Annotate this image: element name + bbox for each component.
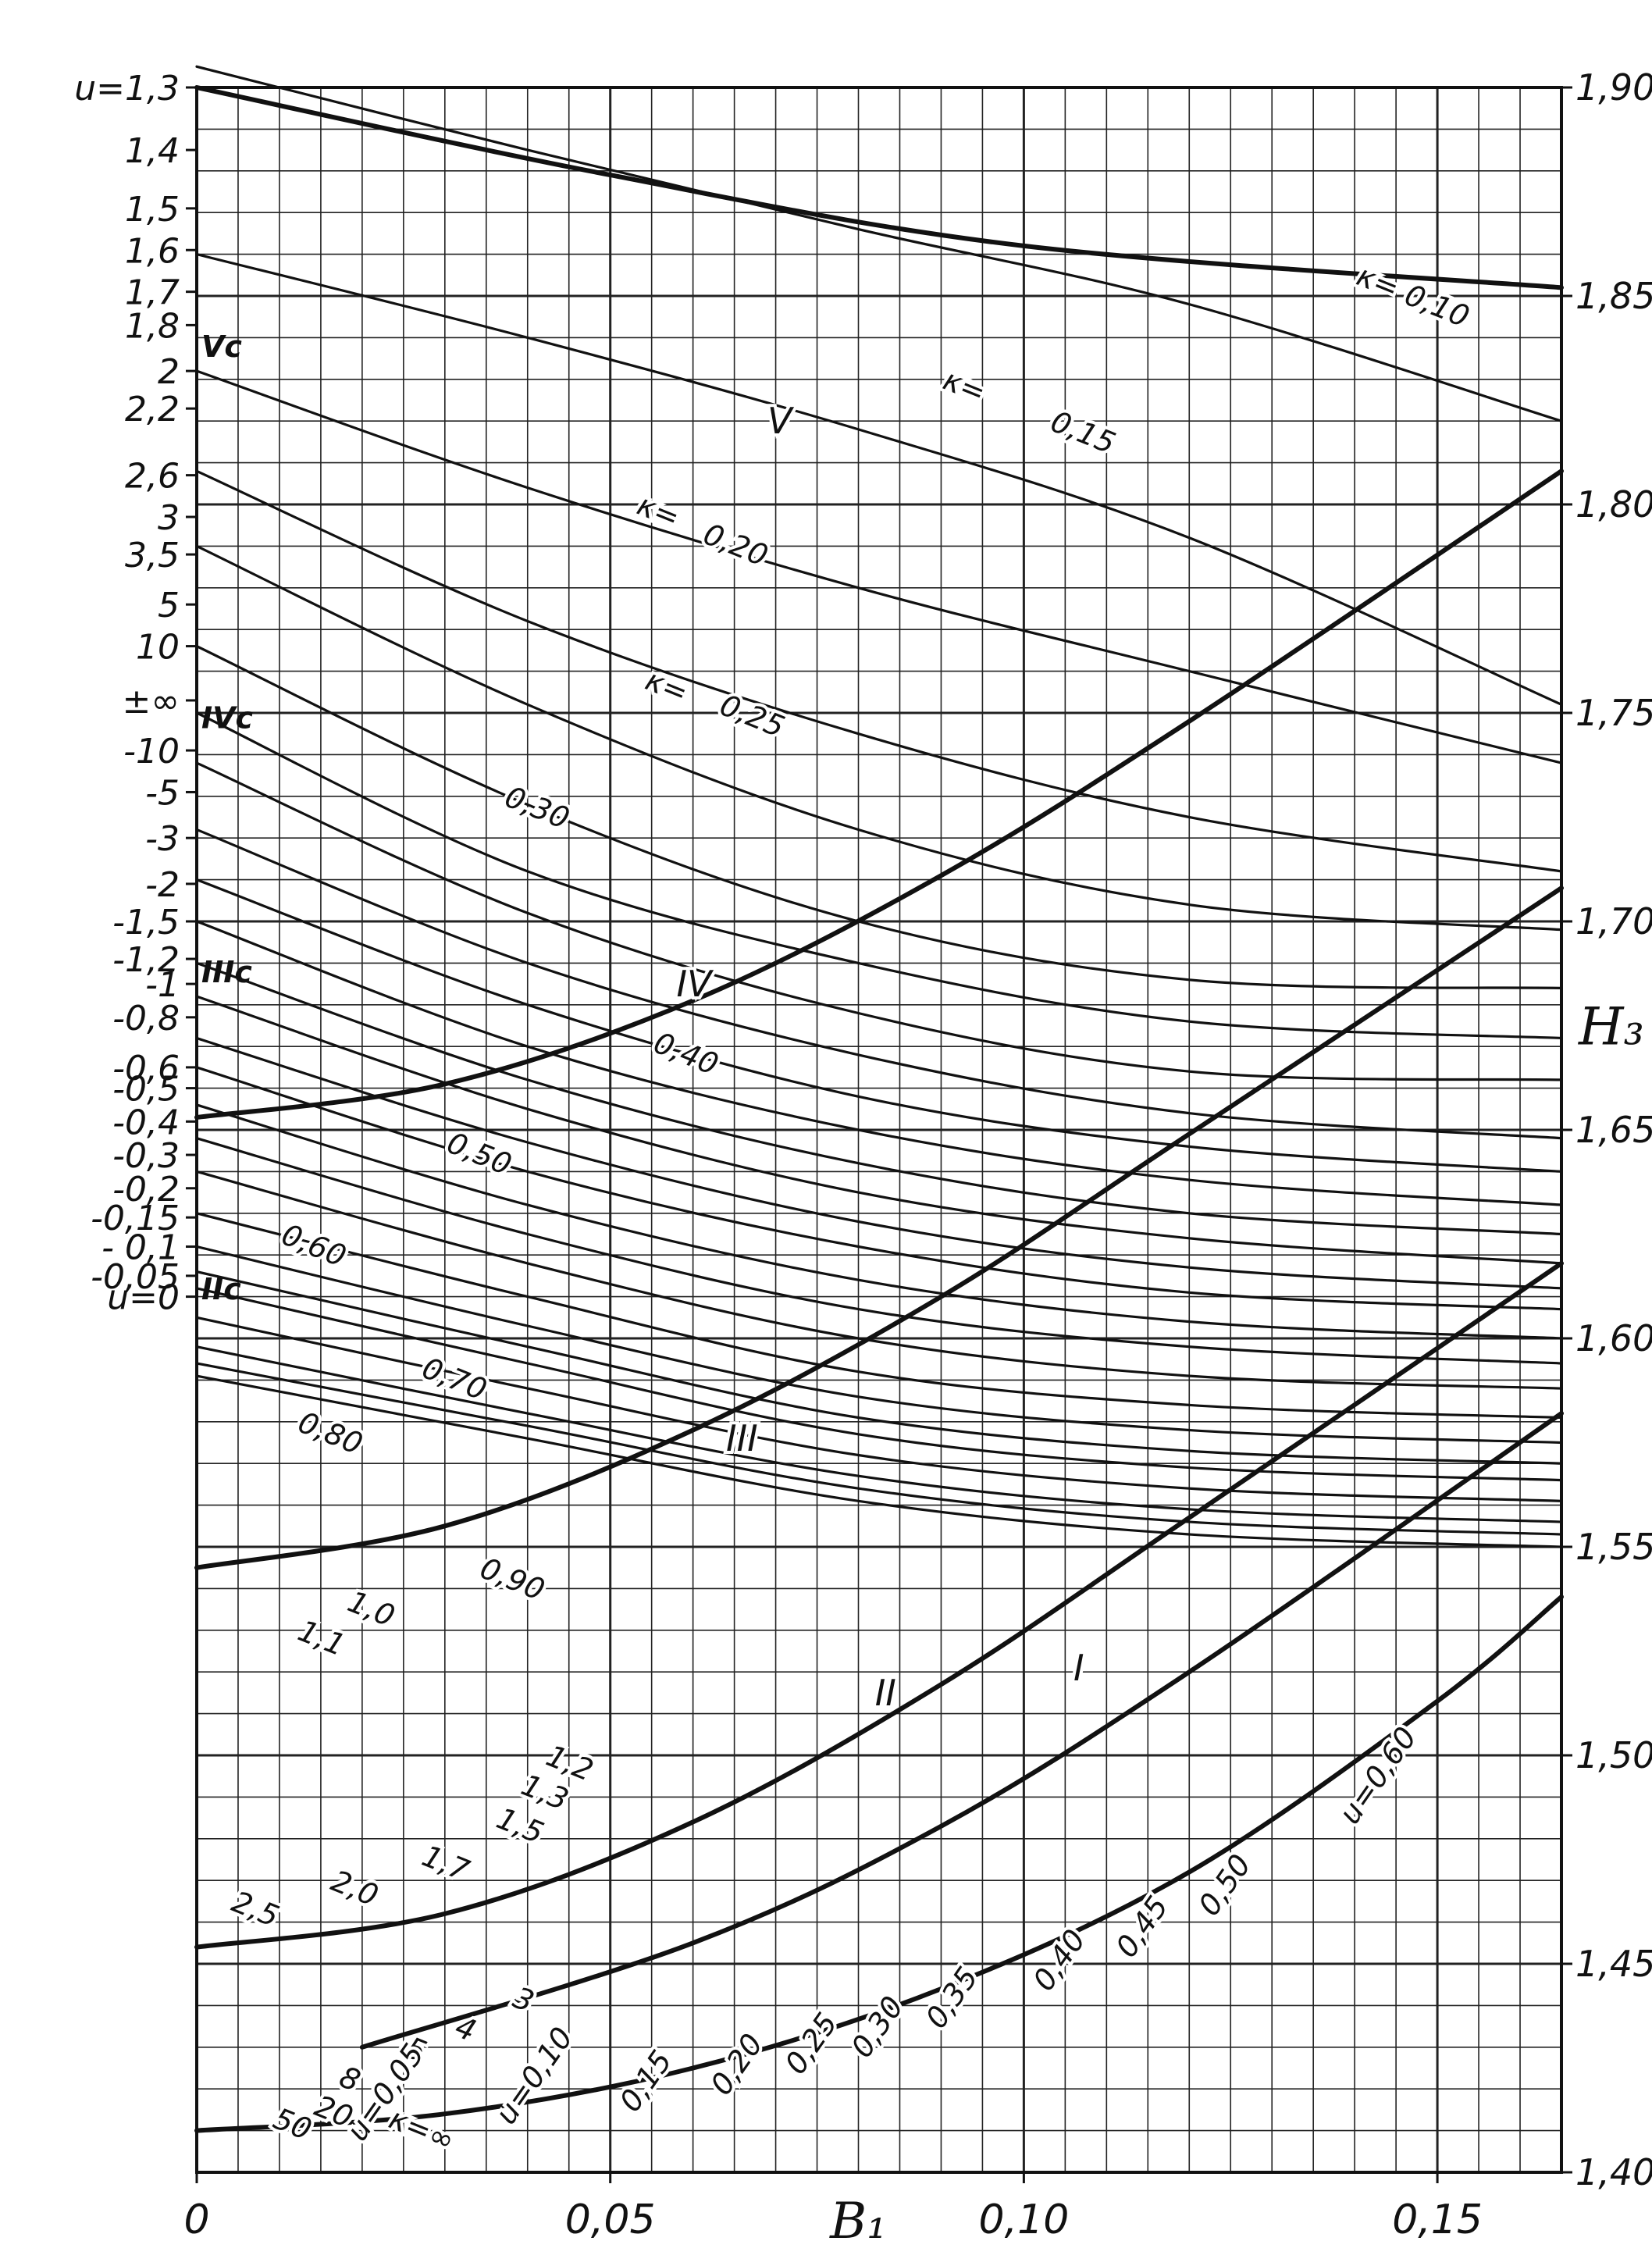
left-tick-label: 1,6 [125, 231, 180, 271]
bottom-tick-label: 0,05 [565, 2197, 656, 2243]
bottom-tick-label: 0,10 [979, 2197, 1070, 2243]
series-line-boundary-u-0-boundary [194, 1594, 1564, 2133]
series-line-kappa-0-90 [195, 920, 1563, 1206]
left-tick-label: 2,2 [125, 390, 180, 429]
right-axis-h3: 1,90 1,85 1,80 1,75 1,70 1,65 1,60 1,55 1,50 1,45… [1561, 66, 1652, 2193]
series-line-kappa-1-2 [195, 1036, 1563, 1290]
left-tick-label: -0,8 [112, 999, 180, 1039]
roman-curve-label: I [1073, 1647, 1084, 1689]
series-line-roman-ii [194, 1260, 1564, 1950]
series-line-kappa-0-30 [195, 544, 1563, 932]
left-marker-label: IVc [201, 700, 254, 735]
series-line-kappa-1-0 [195, 961, 1563, 1236]
left-tick-label: ±∞ [122, 682, 180, 721]
right-tick-label: 1,55 [1575, 1526, 1652, 1568]
series-line-kappa-0-60 [195, 761, 1563, 1081]
left-tick-label: -0,3 [112, 1136, 180, 1176]
right-tick-label: 1,60 [1575, 1317, 1652, 1359]
left-tick-label: 2,6 [125, 457, 180, 497]
left-tick-label: 3 [158, 498, 180, 538]
grid-major [197, 87, 1561, 2172]
left-tick-label: 10 [136, 628, 180, 668]
series-line-kappa-50 [195, 1362, 1563, 1536]
bottom-tick-label: 0,15 [1392, 2197, 1483, 2243]
left-tick-label: 1,4 [125, 131, 180, 171]
series-line-kappa-0-25 [195, 469, 1563, 873]
series-line-kappa-2-5 [195, 1212, 1563, 1420]
left-tick-label: u=1,3 [74, 69, 180, 109]
left-tick-label: -3 [145, 819, 180, 859]
series-line-kappa-0-20 [195, 369, 1563, 764]
series-line-kappa-0-15 [195, 253, 1563, 706]
left-tick-label: -0,15 [91, 1199, 180, 1238]
right-tick-label: 1,65 [1575, 1109, 1652, 1151]
series-line-roman-iii [194, 885, 1564, 1570]
left-tick-label: -0,4 [112, 1103, 180, 1142]
left-tick-label: -2 [145, 865, 180, 905]
right-tick-label: 1,70 [1575, 900, 1652, 942]
left-marker-label: IIIc [201, 955, 252, 989]
right-tick-label: 1,80 [1575, 483, 1652, 526]
bottom-axis-b1: 0 0,05 0,10 0,15 [183, 2172, 1483, 2243]
series-line-kappa-0-70 [195, 828, 1563, 1140]
roman-curve-label: V [767, 400, 795, 442]
series-line-kappa-1-5 [195, 1103, 1563, 1340]
right-tick-label: 1,75 [1575, 692, 1652, 734]
right-tick-label: 1,40 [1575, 2151, 1652, 2193]
series-line-roman-i [359, 1411, 1564, 2050]
series-line-kappa-0-80 [195, 878, 1563, 1173]
roman-curve-label: II [875, 1672, 896, 1714]
series-line-kappa-4 [195, 1270, 1563, 1465]
series-line-kappa-1-3 [195, 1066, 1563, 1311]
right-axis-label: H₃ [1578, 997, 1644, 1057]
left-tick-label: -10 [123, 732, 180, 771]
right-tick-label: 1,90 [1575, 66, 1652, 109]
series-layer [194, 65, 1564, 2133]
left-tick-label: -1 [145, 965, 180, 1005]
left-marker-label: IIc [201, 1272, 241, 1306]
left-tick-label: -0,6 [112, 1049, 180, 1088]
right-tick-label: 1,85 [1575, 275, 1652, 317]
series-line-kappa-20 [195, 1345, 1563, 1523]
left-tick-label: 5 [158, 586, 180, 625]
right-tick-label: 1,50 [1575, 1734, 1652, 1776]
left-marker-label: Vc [201, 330, 242, 364]
left-tick-label: -0,05 [91, 1257, 180, 1297]
left-tick-label: 1,7 [125, 273, 180, 313]
series-line-kappa-1-1 [195, 995, 1563, 1265]
series-line-kappa-8 [195, 1316, 1563, 1502]
left-tick-label: 1,5 [125, 190, 180, 230]
series-line-roman-iv [194, 469, 1564, 1120]
left-tick-label: 3,5 [125, 536, 180, 575]
left-tick-label: -0,5 [112, 1070, 180, 1110]
left-tick-label: -0,2 [112, 1170, 180, 1210]
series-line-roman-v [194, 85, 1564, 290]
series-line-kappa-0-50 [195, 711, 1563, 1040]
left-axis-u-scale: u=1,31,41,51,61,71,822,22,633,5510±∞-10-… [74, 69, 253, 1318]
left-tick-label: -1,5 [112, 903, 180, 942]
left-tick-label: u=0 [107, 1278, 180, 1318]
left-tick-label: 1,8 [125, 306, 180, 346]
series-line-kappa-0-10 [195, 65, 1563, 422]
left-tick-label: -1,2 [112, 940, 180, 980]
series-line-kappa-2-0 [195, 1170, 1563, 1390]
series-line-kappa-1-7 [195, 1137, 1563, 1365]
x-axis-label: B₁ [829, 2193, 887, 2250]
left-tick-label: -5 [145, 773, 180, 813]
series-line-kappa-3 [195, 1245, 1563, 1445]
bottom-tick-label: 0 [183, 2197, 209, 2243]
roman-curve-label: III [726, 1417, 758, 1459]
series-line-kappa-inf [195, 1374, 1563, 1548]
left-tick-label: 2 [158, 352, 180, 392]
series-line-kappa-5 [195, 1287, 1563, 1482]
left-tick-label: - 0,1 [101, 1228, 180, 1268]
roman-curve-label: IV [676, 963, 714, 1005]
right-tick-label: 1,45 [1575, 1943, 1652, 1985]
